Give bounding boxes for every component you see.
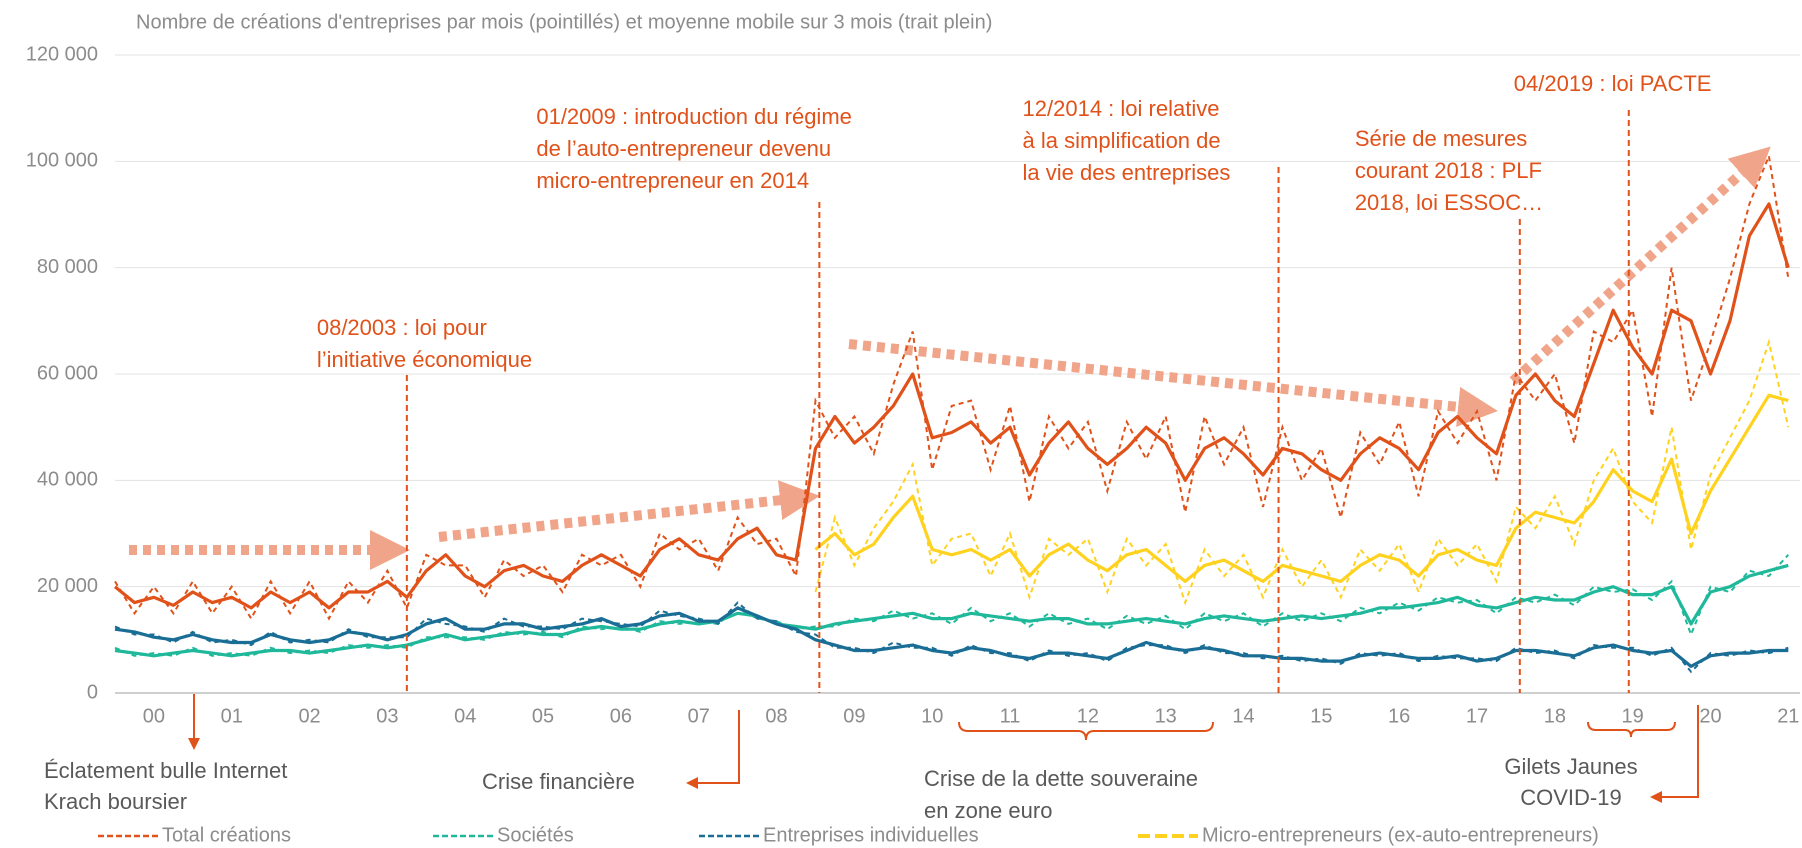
y-tick-label: 40 000 bbox=[37, 469, 98, 491]
x-tick-label: 17 bbox=[1466, 705, 1488, 727]
monthly-line bbox=[114, 152, 1790, 621]
event-label: micro-entrepreneur en 2014 bbox=[536, 168, 809, 193]
x-tick-label: 20 bbox=[1699, 705, 1721, 727]
x-tick-label: 07 bbox=[688, 705, 710, 727]
moving-average-line bbox=[114, 563, 1789, 658]
x-tick-label: 09 bbox=[843, 705, 865, 727]
y-tick-label: 20 000 bbox=[37, 575, 98, 597]
x-tick-label: 16 bbox=[1388, 705, 1410, 727]
note: Krach boursier bbox=[44, 789, 187, 814]
legend: Total créations Sociétés Entreprises indiv… bbox=[98, 824, 1599, 846]
x-tick-label: 06 bbox=[610, 705, 632, 727]
x-tick-label: 10 bbox=[921, 705, 943, 727]
note-arrow bbox=[686, 710, 740, 789]
y-tick-label: 60 000 bbox=[37, 362, 98, 384]
note: COVID-19 bbox=[1520, 785, 1621, 810]
x-tick-label: 08 bbox=[765, 705, 787, 727]
event-label: l’initiative économique bbox=[317, 347, 532, 372]
x-tick-label: 00 bbox=[143, 705, 165, 727]
note: Crise de la dette souveraine bbox=[924, 766, 1198, 791]
note-brace bbox=[1587, 721, 1676, 738]
note: Éclatement bulle Internet bbox=[44, 758, 287, 783]
monthly-line bbox=[114, 554, 1790, 657]
moving-average-line bbox=[114, 606, 1789, 668]
event-label: Série de mesures bbox=[1355, 126, 1527, 151]
event-label: 08/2003 : loi pour bbox=[317, 315, 487, 340]
x-tick-label: 19 bbox=[1622, 705, 1644, 727]
trend-arrow bbox=[848, 339, 1498, 427]
y-tick-label: 100 000 bbox=[26, 150, 98, 172]
x-tick-label: 11 bbox=[1000, 705, 1021, 727]
x-tick-label: 02 bbox=[298, 705, 320, 727]
moving-average-line bbox=[113, 202, 1790, 610]
event-label: la vie des entreprises bbox=[1023, 160, 1231, 185]
event-label: 12/2014 : loi relative bbox=[1023, 96, 1220, 121]
x-tick-label: 04 bbox=[454, 705, 476, 727]
y-tick-label: 120 000 bbox=[26, 43, 98, 65]
x-tick-label: 14 bbox=[1232, 705, 1254, 727]
event-label: 2018, loi ESSOC… bbox=[1355, 190, 1543, 215]
event-label: à la simplification de bbox=[1023, 128, 1221, 153]
trend-arrows bbox=[129, 146, 1771, 570]
y-tick-label: 0 bbox=[87, 681, 98, 703]
x-tick-label: 12 bbox=[1077, 705, 1099, 727]
note-brace bbox=[958, 721, 1214, 741]
y-tick-label: 80 000 bbox=[37, 256, 98, 278]
note: Crise financière bbox=[482, 769, 635, 794]
grid: 0 20 000 40 000 60 000 80 000 100 000 120 000 bbox=[26, 43, 1800, 703]
note: Gilets Jaunes bbox=[1504, 754, 1637, 779]
monthly-line bbox=[114, 601, 1789, 674]
events: 08/2003 : loi pour l’initiative économiqu… bbox=[317, 71, 1712, 693]
plot bbox=[113, 152, 1790, 674]
legend-label: Micro-entrepreneurs (ex-auto-entrepreneu… bbox=[1202, 824, 1599, 846]
x-tick-label: 15 bbox=[1310, 705, 1332, 727]
note-arrow bbox=[1650, 705, 1699, 803]
trend-arrow bbox=[438, 480, 820, 542]
x-tick-label: 01 bbox=[221, 705, 243, 727]
legend-label: Total créations bbox=[162, 824, 291, 846]
event-label: 01/2009 : introduction du régime bbox=[536, 104, 852, 129]
chart-title: Nombre de créations d'entreprises par mo… bbox=[136, 11, 992, 33]
x-tick-label: 18 bbox=[1544, 705, 1566, 727]
event-label: 04/2019 : loi PACTE bbox=[1514, 71, 1712, 96]
trend-arrow bbox=[1509, 146, 1771, 385]
event-label: de l’auto-entrepreneur devenu bbox=[536, 136, 831, 161]
note-arrows bbox=[188, 694, 1699, 803]
legend-label: Sociétés bbox=[497, 824, 574, 846]
x-ticks: 00 01 02 03 04 05 06 07 08 09 10 11 12 13 14 15 16 17 18 19… bbox=[143, 705, 1800, 727]
legend-label: Entreprises individuelles bbox=[763, 824, 979, 846]
x-tick-label: 13 bbox=[1155, 705, 1177, 727]
note: en zone euro bbox=[924, 798, 1052, 823]
monthly-line bbox=[814, 338, 1790, 606]
x-tick-label: 05 bbox=[532, 705, 554, 727]
x-tick-label: 03 bbox=[376, 705, 398, 727]
moving-average-line bbox=[814, 393, 1789, 583]
x-tick-label: 21 bbox=[1777, 705, 1799, 727]
event-label: courant 2018 : PLF bbox=[1355, 158, 1542, 183]
